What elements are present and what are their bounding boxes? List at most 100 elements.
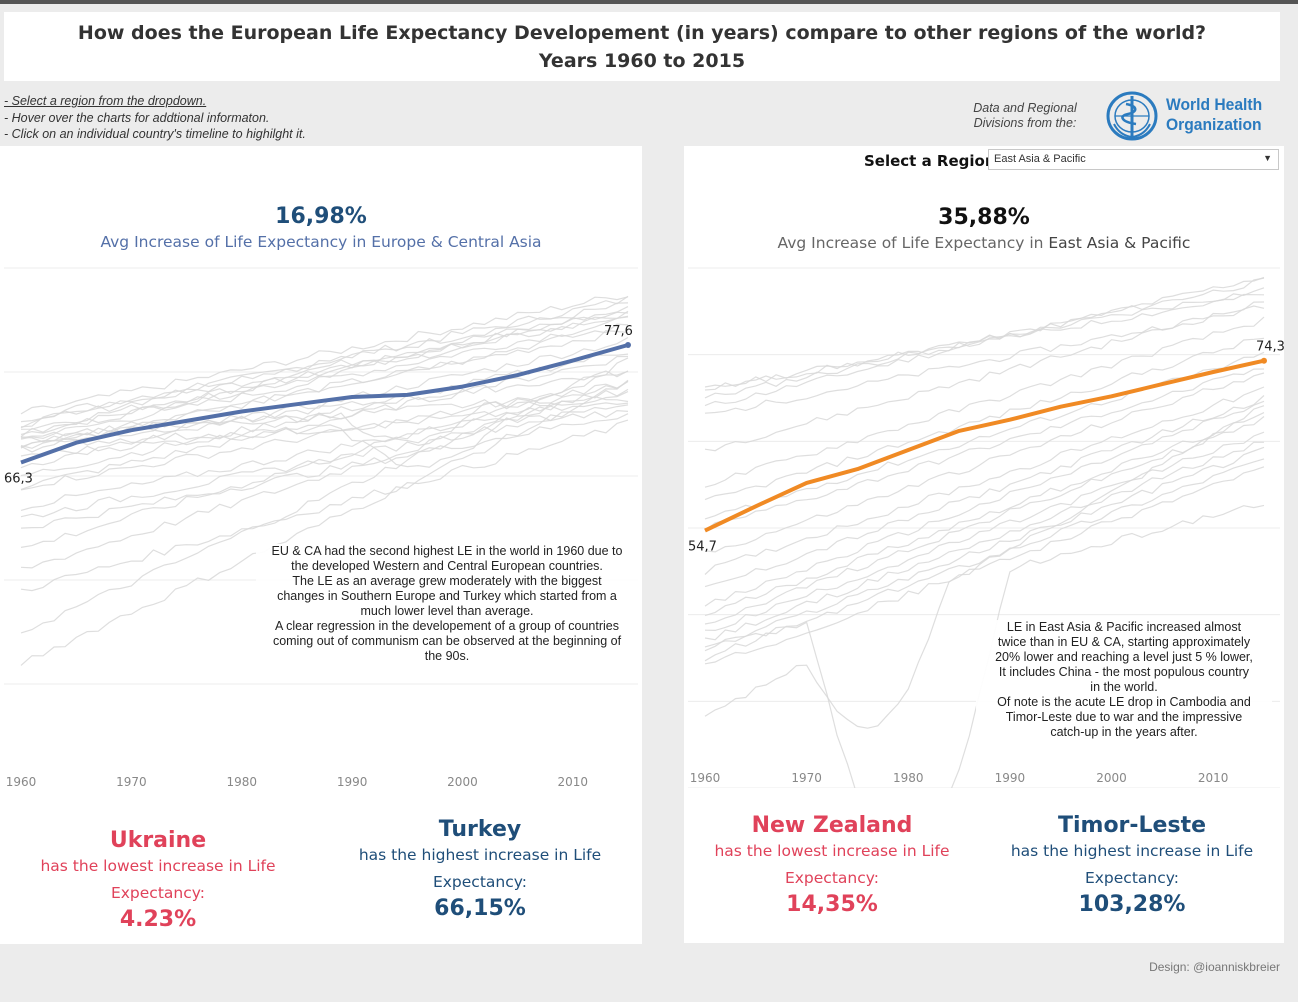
country-line[interactable] <box>20 409 629 468</box>
country-line[interactable] <box>704 446 1265 652</box>
region-panel: Select a Region East Asia & Pacific ▼ 35… <box>684 146 1284 943</box>
country-line[interactable] <box>704 416 1265 625</box>
region-dropdown[interactable]: East Asia & Pacific ▼ <box>988 149 1279 170</box>
region-avg-label-region: East Asia & Pacific <box>1048 234 1191 252</box>
country-line[interactable] <box>704 412 1265 617</box>
country-line[interactable] <box>20 329 629 449</box>
x-tick-label: 2010 <box>1198 771 1229 785</box>
region-average-line[interactable] <box>20 343 629 465</box>
start-value-label: 66,3 <box>4 471 33 486</box>
country-line[interactable] <box>20 404 629 518</box>
x-tick-label: 1990 <box>337 775 368 788</box>
x-tick-label: 1960 <box>6 775 37 788</box>
country-line[interactable] <box>704 316 1265 488</box>
source-line-1: Data and Regional <box>973 101 1077 115</box>
region-average-line[interactable] <box>704 358 1265 533</box>
region-lowest-stat: New Zealand has the lowest increase in L… <box>702 813 962 917</box>
lowest-desc: Expectancy: <box>784 869 880 887</box>
country-line[interactable] <box>704 305 1265 414</box>
select-region-label: Select a Region <box>864 152 996 170</box>
country-line[interactable] <box>704 441 1265 641</box>
region-note-line: It includes China - the most populous co… <box>998 665 1250 679</box>
country-line[interactable] <box>704 466 1265 665</box>
country-line[interactable] <box>704 287 1265 388</box>
country-line[interactable] <box>20 355 628 490</box>
lowest-value: 14,35% <box>786 892 878 917</box>
who-logo[interactable]: World Health Organization <box>1104 90 1274 142</box>
region-avg-percent: 35,88% <box>938 205 1030 230</box>
country-line[interactable] <box>704 386 1265 575</box>
region-annotation: LE in East Asia & Pacific increased almo… <box>976 620 1272 740</box>
country-line[interactable] <box>20 357 629 634</box>
country-line[interactable] <box>20 310 629 438</box>
line-end-point[interactable] <box>1261 357 1267 364</box>
lowest-desc: Expectancy: <box>110 884 206 902</box>
country-line[interactable] <box>704 395 1265 588</box>
who-emblem-icon <box>1106 91 1158 141</box>
x-tick-label: 1980 <box>893 771 924 785</box>
country-line[interactable] <box>704 405 1265 729</box>
region-note-line: twice than in EU & CA, starting approxim… <box>997 635 1251 649</box>
country-line[interactable] <box>20 379 629 666</box>
europe-line-chart[interactable]: 66,3 77,6 1960 1970 1980 1990 2000 2010 <box>0 258 642 788</box>
country-line[interactable] <box>20 419 629 592</box>
x-tick-label: 1960 <box>690 771 721 785</box>
country-line[interactable] <box>704 301 1265 452</box>
europe-annotation: EU & CA had the second highest LE in the… <box>256 544 638 664</box>
region-avg-label: Avg Increase of Life Expectancy in East … <box>684 234 1284 252</box>
country-line[interactable] <box>20 336 629 469</box>
highest-country: Timor-Leste <box>1057 813 1207 838</box>
x-tick-label: 1970 <box>791 771 822 785</box>
country-line[interactable] <box>704 458 1265 662</box>
country-line[interactable] <box>704 293 1265 391</box>
line-end-point[interactable] <box>625 341 631 348</box>
europe-panel: 16,98% Avg Increase of Life Expectancy i… <box>0 146 642 944</box>
title-line-1: How does the European Life Expectancy De… <box>77 22 1207 44</box>
country-line[interactable] <box>704 368 1265 531</box>
x-tick-label: 2000 <box>447 775 478 788</box>
highest-desc: has the highest increase in Life <box>1010 842 1254 860</box>
europe-note-line: coming out of communism can be observed … <box>272 634 622 648</box>
country-line[interactable] <box>20 302 629 423</box>
lowest-country: New Zealand <box>751 813 913 838</box>
chevron-down-icon[interactable]: ▼ <box>1263 153 1272 163</box>
country-line[interactable] <box>20 295 629 429</box>
region-line-chart[interactable]: 54,7 74,3 1960 1970 1980 1990 2000 2010 <box>684 258 1284 788</box>
instruction-2: - Hover over the charts for addtional in… <box>4 110 270 125</box>
lowest-value: 4.23% <box>119 907 197 932</box>
instruction-1: - Select a region from the dropdown. <box>4 94 207 108</box>
country-line[interactable] <box>20 413 629 529</box>
country-line[interactable] <box>20 323 629 453</box>
who-name: World Health Organization <box>1166 95 1262 135</box>
country-line[interactable] <box>704 337 1265 501</box>
x-tick-label: 1980 <box>226 775 257 788</box>
country-line[interactable] <box>704 351 1265 520</box>
country-line[interactable] <box>704 431 1265 632</box>
country-line[interactable] <box>20 370 629 448</box>
end-value-label: 77,6 <box>604 324 633 339</box>
country-line[interactable] <box>20 402 629 457</box>
region-note-line: LE in East Asia & Pacific increased almo… <box>1006 620 1242 634</box>
country-line[interactable] <box>20 391 629 511</box>
europe-note-line: The LE as an average grew moderately wit… <box>292 574 602 588</box>
highest-value: 103,28% <box>1078 892 1186 917</box>
country-line[interactable] <box>704 372 1265 553</box>
country-line[interactable] <box>20 380 629 569</box>
country-line[interactable] <box>20 296 629 415</box>
dashboard-title: How does the European Life Expectancy De… <box>4 12 1280 81</box>
lowest-desc: has the lowest increase in Life <box>40 857 276 875</box>
country-line[interactable] <box>20 306 629 428</box>
region-note-line: in the world. <box>1090 680 1158 694</box>
europe-note-line: changes in Southern Europe and Turkey wh… <box>277 589 617 603</box>
country-line[interactable] <box>20 380 629 491</box>
region-avg-label-prefix: Avg Increase of Life Expectancy in <box>777 234 1049 252</box>
country-line[interactable] <box>704 276 1265 407</box>
country-line[interactable] <box>20 311 629 436</box>
country-line[interactable] <box>704 400 1265 607</box>
country-line[interactable] <box>20 315 629 430</box>
region-dropdown-value: East Asia & Pacific <box>994 153 1086 165</box>
europe-lowest-stat: Ukraine has the lowest increase in Life … <box>28 828 288 932</box>
highest-desc: Expectancy: <box>432 873 528 891</box>
country-line[interactable] <box>20 370 629 548</box>
europe-avg-label: Avg Increase of Life Expectancy in Europ… <box>100 233 542 251</box>
